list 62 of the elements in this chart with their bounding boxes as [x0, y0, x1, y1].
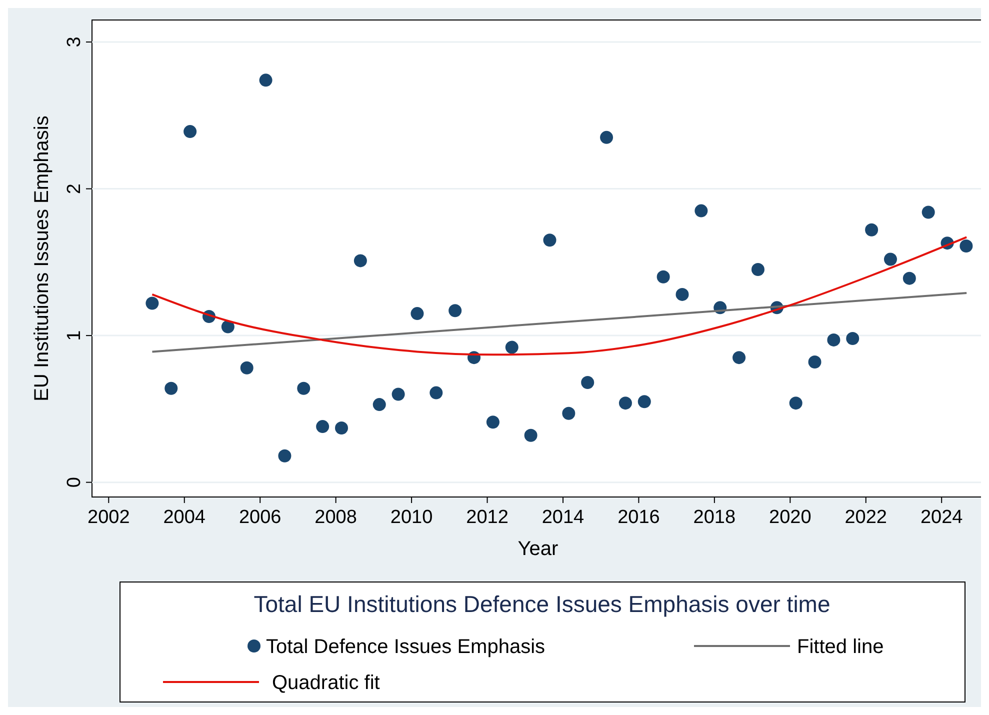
y-tick-label: 1 — [64, 330, 85, 341]
x-tick-label: 2010 — [390, 507, 433, 528]
point — [430, 386, 443, 400]
point — [789, 396, 802, 410]
x-tick-label: 2012 — [466, 507, 508, 528]
point — [164, 382, 178, 395]
point — [694, 204, 708, 218]
x-tick-label: 2002 — [88, 507, 130, 528]
y-axis-title: EU Institutions Issues Emphasis — [31, 116, 53, 402]
y-tick-label: 3 — [64, 36, 85, 48]
point — [600, 130, 614, 144]
x-tick-label: 2022 — [844, 507, 888, 528]
point — [146, 296, 159, 310]
point — [524, 428, 538, 442]
point — [543, 234, 556, 247]
x-tick-label: 2024 — [920, 507, 964, 528]
point — [846, 332, 860, 345]
point — [638, 395, 651, 408]
x-tick-label: 2006 — [238, 507, 282, 528]
x-tick-label: 2004 — [163, 507, 206, 528]
point — [316, 420, 330, 434]
legend-label: Total Defence Issues Emphasis — [266, 636, 546, 658]
point — [865, 223, 878, 236]
point — [372, 398, 386, 412]
point — [960, 240, 973, 253]
point — [184, 125, 197, 138]
point — [448, 304, 462, 318]
x-tick-label: 2018 — [693, 507, 736, 528]
point — [354, 254, 367, 268]
x-tick-label: 2014 — [542, 507, 585, 528]
point — [410, 307, 424, 320]
y-tick-label: 0 — [64, 477, 85, 488]
legend-title: Total EU Institutions Defence Issues Emphasis over time — [254, 591, 830, 617]
point — [751, 263, 764, 276]
point — [732, 351, 746, 364]
legend-label: Quadratic fit — [272, 672, 380, 694]
point — [392, 388, 405, 401]
point — [505, 340, 518, 354]
point — [240, 361, 254, 374]
point — [335, 422, 348, 435]
x-tick-label: 2008 — [314, 507, 357, 528]
x-axis-title: Year — [518, 538, 559, 560]
y-tick-label: 2 — [64, 183, 85, 194]
line-series — [151, 236, 968, 356]
point — [221, 320, 234, 334]
point — [808, 355, 822, 368]
point — [297, 382, 310, 395]
point — [656, 270, 670, 284]
point — [562, 406, 576, 420]
x-tick-label: 2016 — [618, 507, 660, 528]
point — [922, 206, 935, 219]
point — [486, 416, 500, 429]
point — [278, 449, 292, 462]
point — [581, 376, 594, 390]
point — [902, 272, 916, 285]
point — [884, 252, 897, 266]
point — [827, 333, 840, 346]
point — [618, 396, 632, 410]
point — [259, 74, 272, 87]
legend-label: Fitted line — [797, 636, 884, 658]
point — [676, 288, 689, 301]
x-tick-label: 2020 — [769, 507, 812, 528]
